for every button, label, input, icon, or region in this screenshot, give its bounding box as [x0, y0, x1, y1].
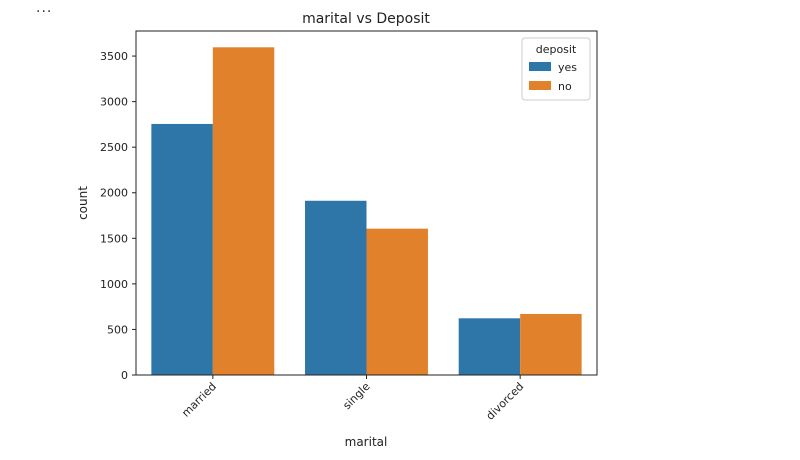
legend-label-no: no [558, 80, 572, 93]
legend-title: deposit [536, 43, 577, 56]
y-tick-label: 1000 [100, 278, 128, 291]
y-axis-label: count [76, 186, 90, 220]
x-axis: married single divorced [179, 375, 526, 423]
plot-frame [135, 30, 598, 376]
bars [151, 47, 582, 376]
bar-married-yes [151, 123, 213, 375]
bar-single-yes [305, 200, 367, 375]
x-tick-label-divorced: divorced [484, 380, 527, 423]
y-axis: 0 500 1000 1500 2000 2500 3000 3500 [100, 50, 136, 382]
y-tick-label: 3000 [100, 96, 128, 109]
bar-single-no [366, 228, 428, 375]
y-tick-label: 2500 [100, 141, 128, 154]
y-tick-label: 2000 [100, 187, 128, 200]
y-tick-label: 500 [107, 323, 128, 336]
chart-title: marital vs Deposit [302, 11, 430, 27]
bar-divorced-no [520, 313, 582, 375]
cell-overflow-menu[interactable]: ... [36, 0, 53, 16]
legend: deposit yes no [521, 37, 591, 101]
legend-swatch-yes [529, 62, 551, 71]
legend-label-yes: yes [558, 61, 577, 74]
y-tick-label: 1500 [100, 232, 128, 245]
x-tick-label-married: married [179, 380, 219, 420]
bar-divorced-yes [458, 318, 521, 375]
legend-swatch-no [529, 81, 551, 90]
x-axis-label: marital [345, 435, 388, 449]
x-tick-label-single: single [340, 380, 372, 412]
y-tick-label: 0 [121, 369, 128, 382]
y-tick-label: 3500 [100, 50, 128, 63]
bar-married-no [212, 47, 275, 376]
